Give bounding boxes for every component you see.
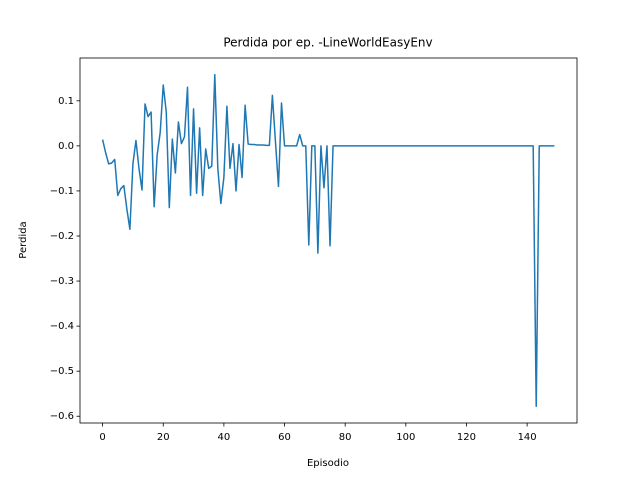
x-tick-label: 0 — [99, 432, 105, 443]
line-series — [101, 73, 555, 408]
x-tick-label: 60 — [278, 432, 291, 443]
y-tick-label: −0.6 — [50, 411, 74, 422]
y-tick-label: −0.5 — [50, 366, 74, 377]
x-tick-label: 20 — [157, 432, 170, 443]
y-tick-label: −0.1 — [50, 186, 74, 197]
x-tick-label: 100 — [396, 432, 415, 443]
x-tick-label: 40 — [218, 432, 231, 443]
y-tick-label: −0.2 — [50, 231, 74, 242]
y-tick-label: 0.1 — [58, 96, 74, 107]
plot-frame — [79, 57, 578, 424]
x-tick-label: 80 — [339, 432, 352, 443]
y-tick-label: 0.0 — [58, 141, 74, 152]
x-tick-label: 120 — [457, 432, 476, 443]
x-axis-label: Episodio — [307, 458, 349, 469]
x-tick-label: 140 — [518, 432, 537, 443]
y-tick-label: −0.3 — [50, 276, 74, 287]
y-tick-label: −0.4 — [50, 321, 74, 332]
y-axis-label: Perdida — [18, 221, 29, 258]
chart-title: Perdida por ep. -LineWorldEasyEnv — [223, 36, 432, 50]
